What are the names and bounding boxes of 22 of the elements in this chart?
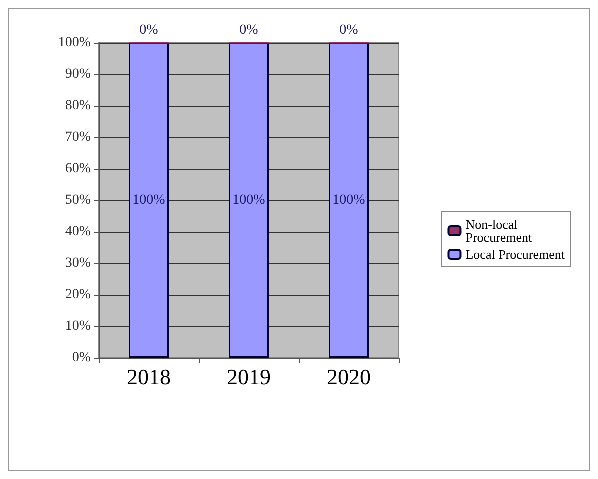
data-label: 0% xyxy=(340,22,359,38)
y-tick-label: 90% xyxy=(65,67,92,82)
x-tick-label: 2018 xyxy=(127,364,171,390)
y-tick-label: 30% xyxy=(65,256,92,271)
y-tick-label: 40% xyxy=(65,224,92,240)
data-label: 0% xyxy=(140,22,159,38)
x-tick-label: 2020 xyxy=(327,364,371,390)
x-tick-label: 2019 xyxy=(227,364,271,390)
data-label: 100% xyxy=(132,193,166,208)
y-tick-label: 20% xyxy=(65,288,92,302)
data-label: 0% xyxy=(240,22,259,38)
y-tick-label: 0% xyxy=(72,350,92,366)
y-tick-label: 100% xyxy=(58,36,92,50)
legend-label: Non-local Procurement xyxy=(466,217,533,245)
y-tick-label: 70% xyxy=(65,130,92,145)
y-tick-label: 50% xyxy=(65,193,92,208)
data-label: 100% xyxy=(332,193,366,208)
y-tick-label: 60% xyxy=(65,162,92,176)
legend-label: Local Procurement xyxy=(466,247,566,262)
data-label: 100% xyxy=(232,193,266,208)
y-tick-label: 10% xyxy=(65,319,92,334)
y-tick-label: 80% xyxy=(65,98,92,114)
